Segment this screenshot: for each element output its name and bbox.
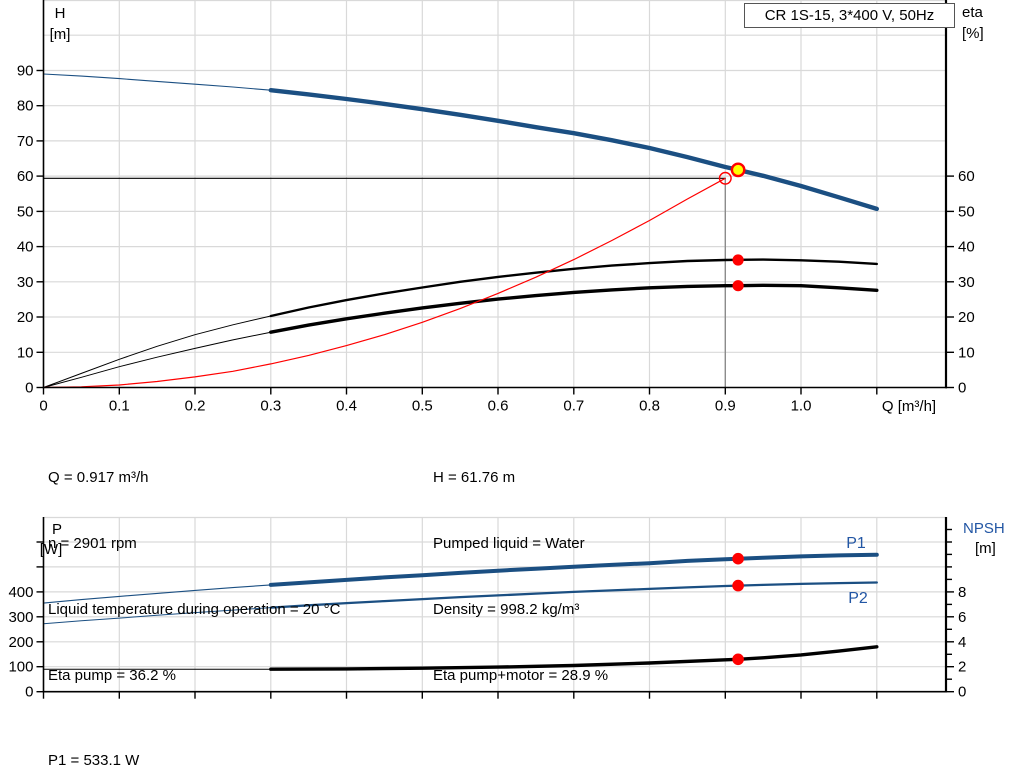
- power-data: P1 = 533.1 W P2 = 425.3 W NPSH = 2.6 m: [48, 706, 144, 781]
- svg-text:8: 8: [958, 584, 966, 601]
- chart-label: [m]: [50, 26, 71, 43]
- qh-eta-chart: 0 0.1 0.2 0.3 0.4 0.5 0.6 0.7 0.8 0.9 1.0 0 10 20 30 40…: [17, 0, 984, 415]
- info-line-q: Q = 0.917 m³/h: [48, 469, 149, 486]
- chart-label: P1: [846, 535, 866, 552]
- svg-text:4: 4: [958, 634, 966, 651]
- eta-pump-motor-point: [732, 280, 744, 292]
- svg-text:0.1: 0.1: [109, 398, 130, 415]
- svg-text:20: 20: [958, 309, 975, 326]
- pump-title-box: CR 1S-15, 3*400 V, 50Hz: [744, 3, 955, 28]
- p2-point: [732, 579, 744, 592]
- info-line-liquid: Pumped liquid = Water: [433, 535, 585, 552]
- svg-text:1.0: 1.0: [791, 398, 812, 415]
- svg-text:0.2: 0.2: [185, 398, 206, 415]
- npsh-point: [732, 653, 744, 666]
- pump-title: CR 1S-15, 3*400 V, 50Hz: [764, 7, 935, 24]
- svg-text:30: 30: [958, 274, 975, 291]
- svg-text:70: 70: [17, 133, 34, 150]
- info-line-h: H = 61.76 m: [433, 469, 516, 486]
- svg-text:6: 6: [958, 609, 966, 626]
- chart-label: [%]: [962, 25, 984, 42]
- chart-label: [m]: [975, 540, 996, 557]
- svg-text:20: 20: [17, 309, 34, 326]
- p1-point: [732, 552, 744, 565]
- svg-text:10: 10: [17, 344, 34, 361]
- svg-text:0.7: 0.7: [563, 398, 584, 415]
- info-line-eta-total: Eta pump+motor = 28.9 %: [433, 667, 609, 684]
- power-npsh-chart: 0 100 200 300 400 0 2 4 6 8 P [W] NPSH [m] P1 P2: [8, 516, 1005, 701]
- svg-text:0.4: 0.4: [336, 398, 357, 415]
- eta-pump-point: [732, 254, 744, 266]
- svg-text:10: 10: [958, 344, 975, 361]
- svg-text:0: 0: [25, 380, 33, 397]
- svg-text:200: 200: [8, 634, 33, 651]
- info-line-eta-pump: Eta pump = 36.2 %: [48, 667, 176, 684]
- svg-text:300: 300: [8, 609, 33, 626]
- chart-label: Q [m³/h]: [882, 398, 936, 415]
- svg-text:30: 30: [17, 274, 34, 291]
- operating-data-right: H = 61.76 m Pumped liquid = Water Densit…: [433, 423, 608, 731]
- svg-text:90: 90: [17, 63, 34, 80]
- svg-text:0: 0: [25, 684, 33, 701]
- info-line-n: n = 2901 rpm: [48, 535, 137, 552]
- svg-text:80: 80: [17, 98, 34, 115]
- svg-text:0.8: 0.8: [639, 398, 660, 415]
- operating-data-left: Q = 0.917 m³/h n = 2901 rpm Liquid tempe…: [48, 423, 340, 731]
- chart-label: NPSH: [963, 520, 1005, 537]
- svg-text:50: 50: [958, 203, 975, 220]
- chart-label: P: [52, 521, 62, 538]
- actual-duty-point: [730, 162, 746, 178]
- svg-text:40: 40: [958, 239, 975, 256]
- chart-label: H: [55, 5, 66, 22]
- svg-text:60: 60: [958, 168, 975, 185]
- chart-label: eta: [962, 4, 984, 21]
- svg-text:0.6: 0.6: [488, 398, 509, 415]
- svg-text:0.5: 0.5: [412, 398, 433, 415]
- svg-text:40: 40: [17, 239, 34, 256]
- chart-label: [W]: [40, 541, 63, 558]
- info-line-density: Density = 998.2 kg/m³: [433, 601, 580, 618]
- svg-text:2: 2: [958, 659, 966, 676]
- requested-duty-point: [718, 171, 732, 185]
- svg-text:0.9: 0.9: [715, 398, 736, 415]
- svg-text:0: 0: [958, 380, 966, 397]
- svg-text:0: 0: [39, 398, 47, 415]
- svg-text:400: 400: [8, 584, 33, 601]
- svg-text:0.3: 0.3: [260, 398, 281, 415]
- svg-text:0: 0: [958, 684, 966, 701]
- info-line-p1: P1 = 533.1 W: [48, 752, 140, 769]
- svg-text:60: 60: [17, 168, 34, 185]
- info-line-temperature: Liquid temperature during operation = 20…: [48, 601, 341, 618]
- svg-text:100: 100: [8, 659, 33, 676]
- chart-label: P2: [848, 590, 868, 607]
- svg-text:50: 50: [17, 203, 34, 220]
